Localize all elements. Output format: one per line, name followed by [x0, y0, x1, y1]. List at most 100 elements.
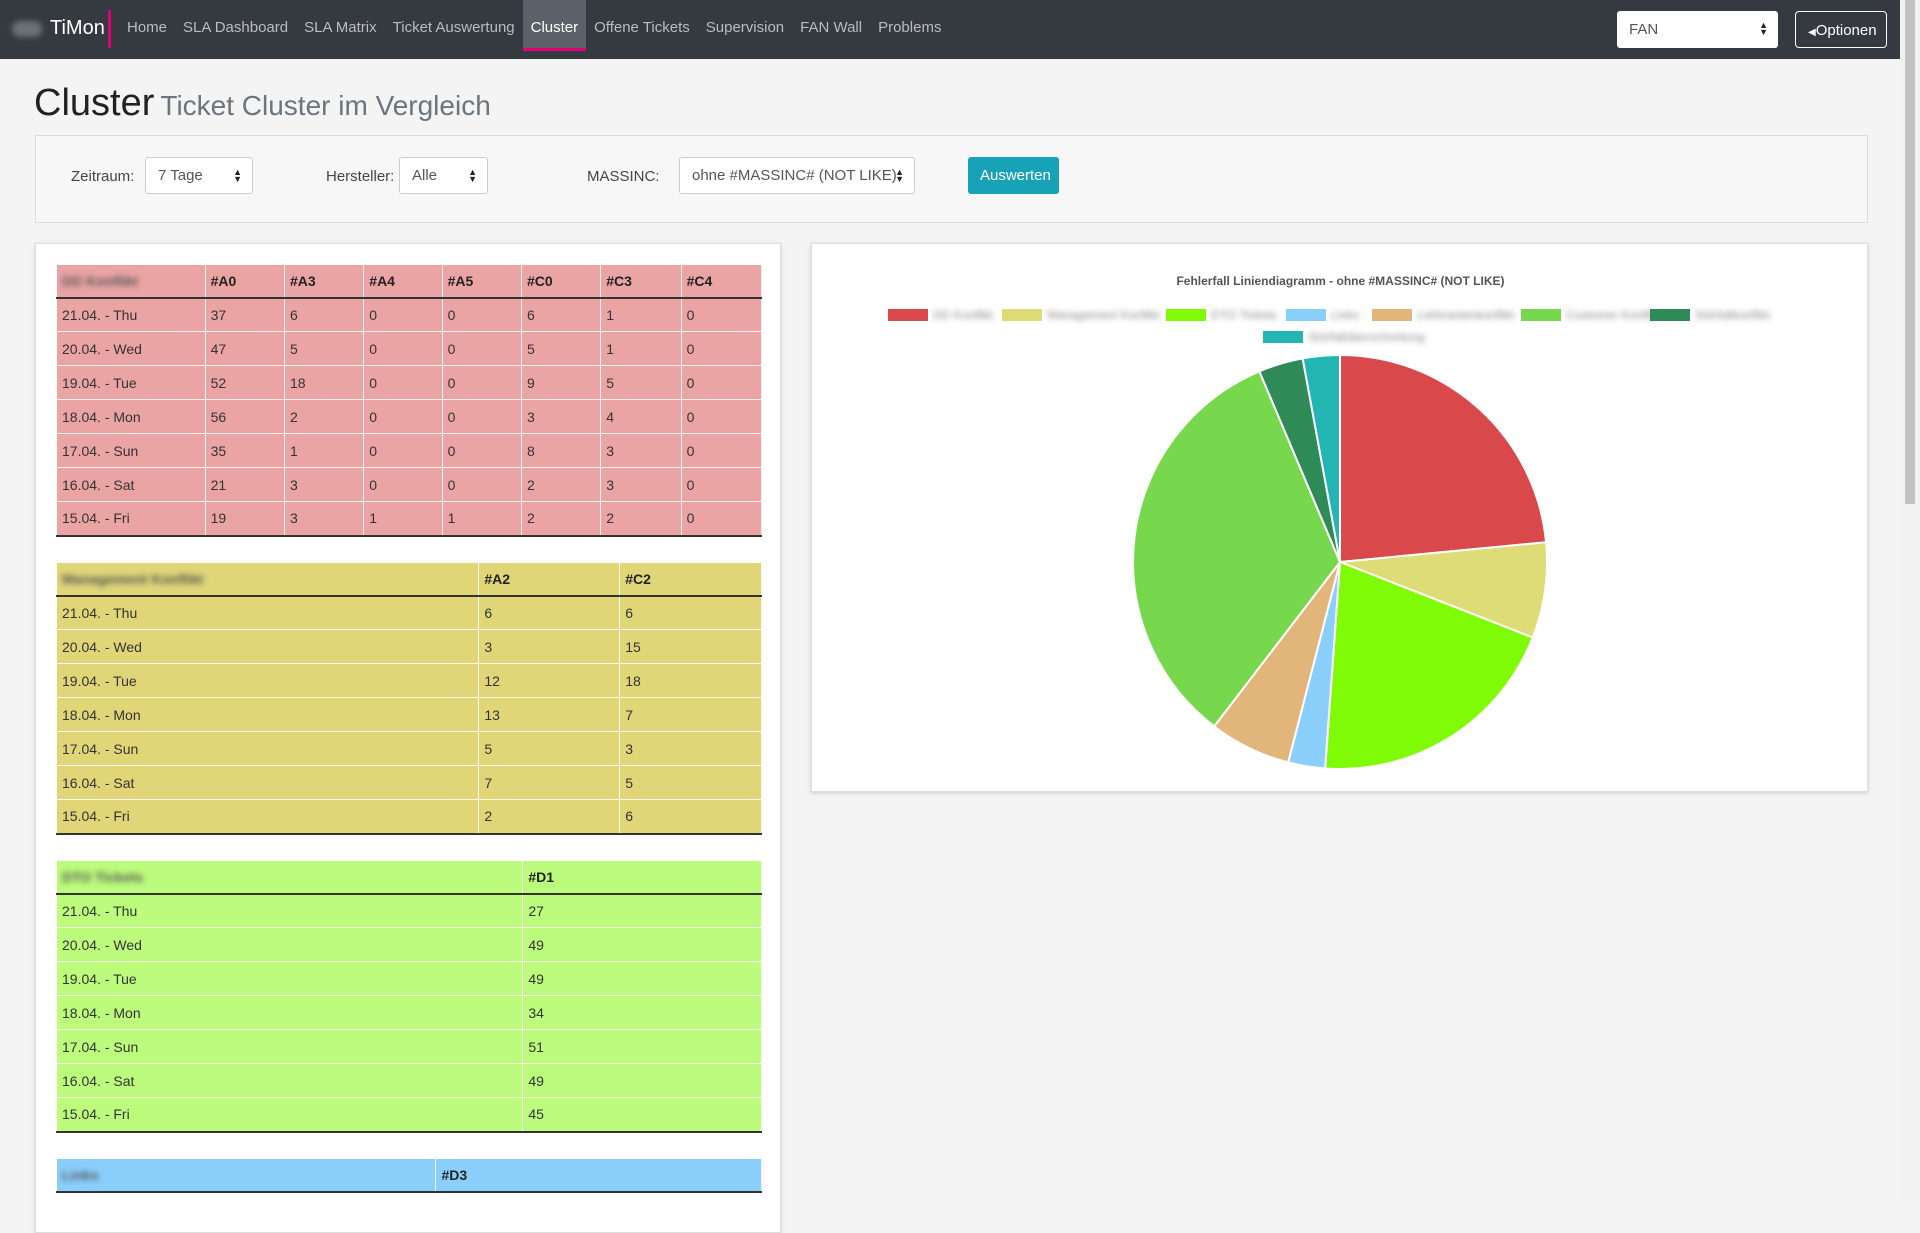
table-cell: 0 — [441, 467, 522, 502]
legend-swatch — [1372, 309, 1412, 321]
massinc-label: MASSINC: — [587, 168, 660, 185]
table-cell: 6 — [283, 297, 365, 332]
select-caret-icon: ▲ ▼ — [895, 167, 904, 184]
legend-item[interactable]: Lieferantenkonflikt — [1372, 308, 1514, 322]
page-subtitle: Ticket Cluster im Vergleich — [160, 90, 491, 121]
row-date: 16.04. - Sat — [56, 467, 206, 502]
table-cell: 52 — [204, 365, 285, 400]
cluster-name: Management Konflikt — [62, 570, 204, 587]
table-cell: 27 — [522, 893, 762, 928]
brand-name[interactable]: TiMon — [50, 17, 105, 39]
legend-item[interactable]: DTO Tickets — [1166, 308, 1277, 322]
legend-item[interactable]: Störfallkonflikt — [1650, 308, 1770, 322]
pie-slice[interactable] — [1324, 560, 1535, 770]
legend-label: Störfallüberschreitung — [1308, 330, 1425, 344]
column-header: #D3 — [435, 1158, 762, 1193]
legend-label: Lieferantenkonflikt — [1417, 308, 1515, 322]
legend-item[interactable]: DD Konflikt — [888, 308, 993, 322]
table-cell: 3 — [520, 399, 602, 434]
table-cell: 56 — [204, 399, 285, 434]
legend-swatch — [1286, 309, 1326, 321]
nav-item-problems[interactable]: Problems — [878, 19, 942, 36]
hersteller-select[interactable]: Alle ▲ ▼ — [399, 157, 488, 194]
brand-logo-icon[interactable] — [12, 21, 42, 37]
scrollbar-thumb[interactable] — [1905, 0, 1915, 504]
row-date: 19.04. - Tue — [55, 663, 480, 698]
legend-item[interactable]: Management Konflikt — [1002, 308, 1160, 322]
pie-chart[interactable] — [812, 244, 1869, 793]
nav-item-fan-wall[interactable]: FAN Wall — [800, 19, 863, 36]
column-header: #A0 — [204, 264, 285, 299]
table-cell: 49 — [522, 961, 762, 996]
column-header: #D1 — [522, 860, 762, 895]
table-cell: 35 — [204, 433, 285, 468]
column-header: #C3 — [600, 264, 682, 299]
table-cell: 6 — [478, 595, 621, 630]
pie-slice[interactable] — [1339, 541, 1548, 639]
table-cell: 7 — [619, 697, 762, 732]
row-date: 21.04. - Thu — [56, 297, 206, 332]
table-cell: 19 — [204, 501, 285, 537]
row-date: 20.04. - Wed — [55, 629, 480, 664]
cluster-table: DTO Tickets #D1 21.04. - Thu 27 20.04. - Wed… — [55, 860, 762, 1133]
table-header-row: DD Konflikt #A0 #A3 #A4 #A5 #C0 #C3 #C4 — [56, 264, 763, 299]
table-cell: 0 — [441, 365, 522, 400]
table-cell: 37 — [204, 297, 285, 332]
legend-label: DD Konflikt — [933, 308, 994, 322]
table-cell: 0 — [680, 297, 763, 332]
row-date: 21.04. - Thu — [55, 893, 524, 928]
nav-item-cluster[interactable]: Cluster — [522, 0, 587, 51]
zeitraum-select[interactable]: 7 Tage ▲ ▼ — [145, 157, 253, 194]
table-cell: 2 — [520, 501, 602, 537]
table-cell: 5 — [478, 731, 621, 766]
pie-slice[interactable] — [1301, 353, 1341, 563]
column-header: #C0 — [520, 264, 602, 299]
table-row: 21.04. - Thu 37 6 0 0 6 1 0 — [56, 297, 763, 332]
legend-item[interactable]: Störfallüberschreitung — [1263, 330, 1425, 344]
table-cell: 18 — [283, 365, 365, 400]
table-cell: 7 — [478, 765, 621, 800]
table-cell: 2 — [478, 799, 621, 835]
table-cell: 1 — [283, 433, 365, 468]
auswerten-button[interactable]: Auswerten — [968, 157, 1059, 194]
table-cell: 0 — [363, 399, 443, 434]
table-cell: 0 — [680, 433, 763, 468]
legend-label: DTO Tickets — [1211, 308, 1277, 322]
page-scrollbar[interactable] — [1900, 0, 1920, 1199]
nav-item-offene-tickets[interactable]: Offene Tickets — [594, 19, 690, 36]
column-header: #A3 — [283, 264, 365, 299]
nav-item-sla-dashboard[interactable]: SLA Dashboard — [183, 19, 289, 36]
fan-select[interactable]: FAN ▲ ▼ — [1617, 11, 1778, 48]
row-date: 16.04. - Sat — [55, 765, 480, 800]
legend-item[interactable]: Links — [1286, 308, 1359, 322]
pie-slice[interactable] — [1339, 353, 1548, 564]
legend-swatch — [888, 309, 928, 321]
table-cell: 49 — [522, 1063, 762, 1098]
row-date: 15.04. - Fri — [55, 799, 480, 835]
zeitraum-label: Zeitraum: — [71, 168, 135, 185]
legend-item[interactable]: Customer Konflikt — [1521, 308, 1661, 322]
optionen-label: Optionen — [1815, 22, 1877, 39]
nav-item-sla-matrix[interactable]: SLA Matrix — [304, 19, 377, 36]
nav-item-home[interactable]: Home — [127, 19, 168, 36]
nav-item-supervision[interactable]: Supervision — [705, 19, 785, 36]
row-date: 16.04. - Sat — [55, 1063, 524, 1098]
table-cell: 2 — [520, 467, 602, 502]
table-cell: 0 — [363, 467, 443, 502]
table-cell: 0 — [680, 467, 763, 502]
table-cell: 0 — [441, 297, 522, 332]
table-cell: 3 — [283, 501, 365, 537]
table-row: 16.04. - Sat 7 5 — [55, 765, 762, 800]
nav-item-ticket-auswertung[interactable]: Ticket Auswertung — [392, 19, 515, 36]
table-row: 17.04. - Sun 51 — [55, 1029, 762, 1064]
legend-label: Links — [1331, 308, 1360, 322]
column-header: #C2 — [619, 562, 762, 597]
select-caret-icon: ▲ ▼ — [1759, 20, 1768, 37]
legend-swatch — [1521, 309, 1561, 321]
massinc-select[interactable]: ohne #MASSINC# (NOT LIKE) ▲ ▼ — [679, 157, 915, 194]
optionen-button[interactable]: ◀Optionen — [1795, 11, 1887, 48]
table-cell: 6 — [619, 595, 762, 630]
row-date: 17.04. - Sun — [55, 731, 480, 766]
table-row: 19.04. - Tue 49 — [55, 961, 762, 996]
pie-slice[interactable] — [1132, 370, 1342, 728]
